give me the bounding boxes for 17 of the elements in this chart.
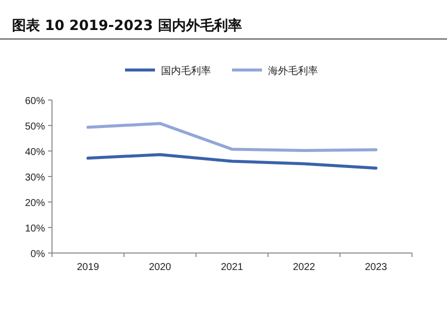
y-tick-label: 40% (24, 147, 46, 158)
y-tick-label: 30% (24, 172, 46, 184)
y-tick-label: 0% (30, 249, 46, 260)
legend-label: 海外毛利率 (268, 65, 318, 77)
line-series (86, 153, 378, 170)
x-tick-label: 2020 (148, 262, 172, 273)
y-tick-label: 20% (24, 198, 46, 209)
chart-title: 图表 10 2019-2023 国内外毛利率 (12, 17, 242, 34)
x-tick-label: 2022 (292, 262, 316, 273)
y-tick-label: 50% (24, 122, 46, 132)
line-series (86, 122, 378, 152)
y-tick-label: 60% (24, 96, 46, 107)
legend-label: 国内毛利率 (161, 65, 211, 77)
y-tick-label: 10% (24, 224, 46, 234)
x-tick-label: 2023 (364, 262, 388, 273)
x-tick-label: 2019 (76, 262, 100, 273)
x-tick-label: 2021 (220, 262, 244, 273)
